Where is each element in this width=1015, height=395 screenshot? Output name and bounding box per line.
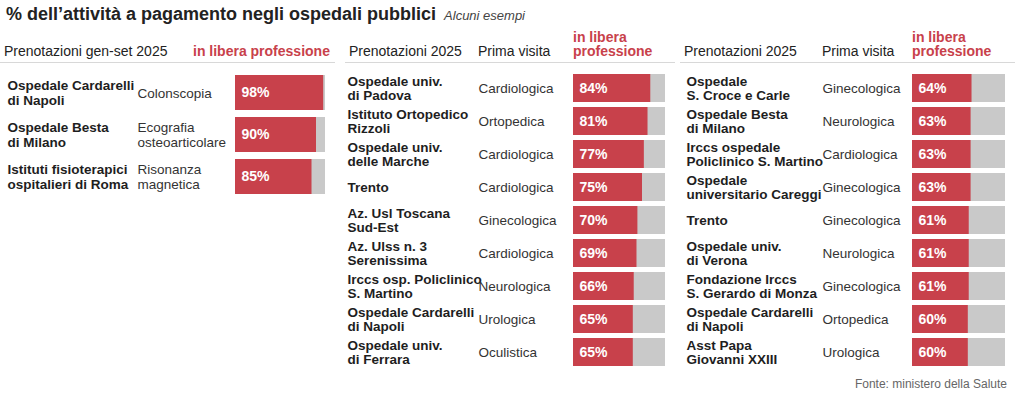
svg-text:Ginecologica: Ginecologica [479,213,558,228]
svg-text:Cardiologica: Cardiologica [479,81,555,96]
svg-text:Ospedale Cardarellidi Napoli: Ospedale Cardarellidi Napoli [687,305,814,334]
svg-text:65%: 65% [580,344,609,360]
svg-text:Urologica: Urologica [479,312,537,327]
html-text:in libera professione: in libera professione [193,43,330,60]
svg-text:63%: 63% [919,146,948,162]
svg-text:Ginecologica: Ginecologica [823,213,902,228]
svg-text:Trento: Trento [348,180,389,195]
svg-text:Trento: Trento [687,213,728,228]
svg-text:Risonanzamagnetica: Risonanzamagnetica [138,162,202,191]
svg-text:Cardiologica: Cardiologica [479,180,555,195]
svg-text:OspedaleS. Croce e Carle: OspedaleS. Croce e Carle [687,74,791,103]
svg-text:60%: 60% [919,311,948,327]
svg-text:Fondazione IrccsS. Gerardo di: Fondazione IrccsS. Gerardo di Monza [687,272,818,301]
svg-text:Az. Usl ToscanaSud-Est: Az. Usl ToscanaSud-Est [348,206,451,235]
svg-text:70%: 70% [580,212,609,228]
html-text:% dell’attività a pagamento ne: % dell’attività a pagamento negli ospeda… [6,4,437,24]
svg-text:Neurologica: Neurologica [479,279,552,294]
svg-text:61%: 61% [919,212,948,228]
svg-text:Cardiologica: Cardiologica [479,147,555,162]
svg-text:Ospedale Cardarellidi Napoli: Ospedale Cardarellidi Napoli [348,305,475,334]
svg-text:Ortopedica: Ortopedica [479,114,546,129]
svg-text:69%: 69% [580,245,609,261]
svg-text:84%: 84% [580,80,609,96]
svg-text:77%: 77% [580,146,609,162]
svg-text:60%: 60% [919,344,948,360]
svg-text:Ospedale univ.di Verona: Ospedale univ.di Verona [687,239,782,268]
svg-text:Istituti fisioterapiciospitali: Istituti fisioterapiciospitalieri di Rom… [8,162,129,191]
svg-text:61%: 61% [919,278,948,294]
svg-text:Az. Ulss n. 3Serenissima: Az. Ulss n. 3Serenissima [348,239,428,268]
svg-text:Neurologica: Neurologica [823,246,896,261]
svg-text:Urologica: Urologica [823,345,881,360]
svg-text:Irccs ospedalePoliclinico S. M: Irccs ospedalePoliclinico S. Martino [687,140,824,169]
html-text:Prenotazioni 2025: Prenotazioni 2025 [684,43,797,60]
svg-text:Ginecologica: Ginecologica [823,180,902,195]
html-text:Prima visita: Prima visita [822,43,895,60]
svg-text:Oculistica: Oculistica [479,345,538,360]
svg-text:Ospedale univ.di Padova: Ospedale univ.di Padova [348,74,443,103]
html-text:Prenotazioni 2025: Prenotazioni 2025 [349,43,462,60]
svg-text:Ospedale Cardarellidi Napoli: Ospedale Cardarellidi Napoli [8,78,135,107]
svg-text:Ortopedica: Ortopedica [823,312,890,327]
svg-text:65%: 65% [580,311,609,327]
svg-text:98%: 98% [242,84,271,100]
svg-text:Ospedale univ.di Ferrara: Ospedale univ.di Ferrara [348,338,443,367]
svg-text:63%: 63% [919,113,948,129]
html-text:Prima visita: Prima visita [478,43,551,60]
svg-text:Ginecologica: Ginecologica [823,81,902,96]
svg-text:85%: 85% [242,168,271,184]
svg-text:Asst PapaGiovanni XXIII: Asst PapaGiovanni XXIII [687,338,778,367]
html-text:in libera professione: in libera professione [573,28,653,60]
svg-text:Neurologica: Neurologica [823,114,896,129]
svg-text:Colonscopia: Colonscopia [138,86,213,101]
svg-text:63%: 63% [919,179,948,195]
svg-text:90%: 90% [242,126,271,142]
svg-text:Cardiologica: Cardiologica [823,147,899,162]
svg-text:Cardiologica: Cardiologica [479,246,555,261]
svg-text:Ospedaleuniversitario Careggi: Ospedaleuniversitario Careggi [687,173,822,202]
svg-text:Istituto OrtopedicoRizzoli: Istituto OrtopedicoRizzoli [348,107,469,136]
html-text:Alcuni esempi: Alcuni esempi [444,8,525,23]
svg-text:Ecografiaosteoarticolare: Ecografiaosteoarticolare [138,120,227,149]
svg-text:61%: 61% [919,245,948,261]
svg-text:Ospedale Bestadi Milano: Ospedale Bestadi Milano [8,120,110,149]
svg-text:64%: 64% [919,80,948,96]
svg-text:Irccs osp. PoliclinicoS. Marti: Irccs osp. PoliclinicoS. Martino [348,272,482,301]
html-text:Fonte: ministero della Salute: Fonte: ministero della Salute [854,377,1007,391]
svg-text:66%: 66% [580,278,609,294]
svg-text:Ginecologica: Ginecologica [823,279,902,294]
html-text:Prenotazioni gen-set 2025: Prenotazioni gen-set 2025 [4,43,168,60]
svg-text:Ospedale Bestadi Milano: Ospedale Bestadi Milano [687,107,789,136]
svg-text:81%: 81% [580,113,609,129]
svg-text:75%: 75% [580,179,609,195]
svg-text:Ospedale univ.delle Marche: Ospedale univ.delle Marche [348,140,443,169]
html-text:in libera professione: in libera professione [912,28,992,60]
